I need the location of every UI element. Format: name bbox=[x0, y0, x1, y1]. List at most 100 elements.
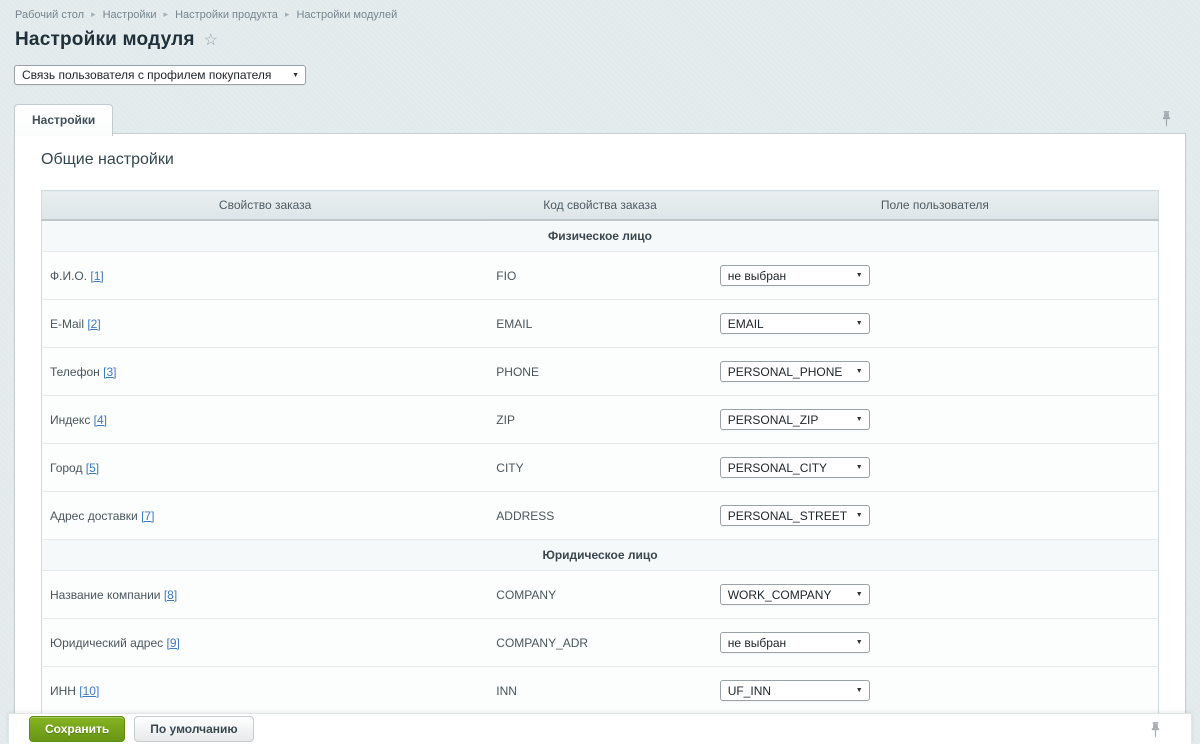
property-id-link[interactable]: [4] bbox=[93, 412, 107, 427]
order-property-label: Ф.И.О. bbox=[50, 268, 91, 283]
property-code-cell: EMAIL bbox=[488, 299, 712, 348]
order-property-label: Юридический адрес bbox=[50, 635, 167, 650]
property-id-link[interactable]: [5] bbox=[85, 460, 100, 475]
settings-table: Свойство заказа Код свойства заказа Поле п… bbox=[41, 190, 1159, 744]
table-row: E-Mail [2] EMAIL EMAIL ▼ bbox=[41, 299, 1159, 348]
order-property-cell: Название компании [8] bbox=[41, 570, 489, 619]
default-button[interactable]: По умолчанию bbox=[134, 716, 254, 742]
table-row: Адрес доставки [7] ADDRESS PERSONAL_STREET… bbox=[41, 491, 1159, 540]
user-field-select-value: не выбран bbox=[727, 635, 787, 650]
section-header-label: Юридическое лицо bbox=[41, 539, 1159, 571]
settings-table-head: Свойство заказа Код свойства заказа Поле п… bbox=[41, 190, 1159, 221]
user-field-select-value: не выбран bbox=[727, 268, 787, 283]
property-id-link[interactable]: [3] bbox=[103, 364, 117, 379]
order-property-cell: Адрес доставки [7] bbox=[41, 491, 489, 540]
breadcrumb-separator-icon: ▸ bbox=[163, 9, 169, 19]
table-row: ИНН [10] INN UF_INN ▼ bbox=[41, 666, 1159, 715]
settings-table-body: Физическое лицо Ф.И.О. [1] FIO не выбран ▼ E-… bbox=[41, 219, 1159, 744]
user-field-cell: не выбран ▼ bbox=[711, 251, 1159, 300]
property-id-link[interactable]: [10] bbox=[79, 683, 100, 698]
column-header: Код свойства заказа bbox=[488, 190, 712, 221]
property-id-link[interactable]: [7] bbox=[141, 508, 155, 523]
section-header-row: Юридическое лицо bbox=[41, 539, 1159, 571]
property-id-link[interactable]: [8] bbox=[163, 587, 178, 602]
favorite-star-icon[interactable]: ☆ bbox=[203, 32, 218, 49]
tab-row: Настройки bbox=[0, 104, 1200, 136]
user-field-cell: PERSONAL_CITY ▼ bbox=[711, 443, 1159, 492]
user-field-cell: EMAIL ▼ bbox=[711, 299, 1159, 348]
chevron-down-icon: ▼ bbox=[855, 320, 863, 327]
breadcrumb-item[interactable]: Рабочий стол bbox=[15, 9, 85, 21]
pin-icon[interactable] bbox=[1161, 111, 1172, 133]
user-field-select-value: PERSONAL_CITY bbox=[727, 460, 828, 475]
property-code-cell: COMPANY bbox=[488, 570, 712, 619]
property-code-cell: INN bbox=[488, 666, 712, 715]
user-field-select[interactable]: WORK_COMPANY ▼ bbox=[719, 584, 870, 605]
user-field-select[interactable]: не выбран ▼ bbox=[719, 632, 870, 653]
property-id-link[interactable]: [9] bbox=[166, 635, 180, 650]
order-property-label: ИНН bbox=[50, 683, 80, 698]
footer-bar: Сохранить По умолчанию bbox=[8, 713, 1192, 744]
table-row: Название компании [8] COMPANY WORK_COMPANY… bbox=[41, 570, 1159, 619]
chevron-down-icon: ▼ bbox=[855, 687, 863, 694]
chevron-down-icon: ▼ bbox=[855, 464, 863, 471]
chevron-down-icon: ▼ bbox=[855, 272, 863, 279]
user-field-cell: WORK_COMPANY ▼ bbox=[711, 570, 1159, 619]
order-property-cell: Ф.И.О. [1] bbox=[41, 251, 489, 300]
property-code-cell: COMPANY_ADR bbox=[488, 618, 712, 667]
panel-heading: Общие настройки bbox=[41, 151, 174, 168]
table-row: Индекс [4] ZIP PERSONAL_ZIP ▼ bbox=[41, 395, 1159, 444]
section-header-label: Физическое лицо bbox=[41, 219, 1159, 252]
breadcrumb: Рабочий стол ▸ Настройки ▸ Настройки продукт… bbox=[0, 0, 1200, 21]
breadcrumb-item[interactable]: Настройки продукта bbox=[175, 9, 278, 21]
user-field-select-value: UF_INN bbox=[727, 683, 772, 698]
property-code-cell: CITY bbox=[488, 443, 712, 492]
property-code-cell: FIO bbox=[488, 251, 712, 300]
user-field-cell: UF_INN ▼ bbox=[711, 666, 1159, 715]
order-property-label: Индекс bbox=[50, 412, 94, 427]
order-property-cell: Город [5] bbox=[41, 443, 489, 492]
user-field-select[interactable]: EMAIL ▼ bbox=[719, 313, 870, 334]
user-field-select[interactable]: PERSONAL_ZIP ▼ bbox=[719, 409, 870, 430]
user-field-select-value: PERSONAL_STREET bbox=[727, 508, 848, 523]
module-select-value: Связь пользователя с профилем покупателя bbox=[22, 68, 272, 82]
order-property-label: E-Mail bbox=[50, 316, 88, 331]
order-property-cell: E-Mail [2] bbox=[41, 299, 489, 348]
user-field-select-value: EMAIL bbox=[727, 316, 764, 331]
user-field-select[interactable]: не выбран ▼ bbox=[719, 265, 870, 286]
table-row: Юридический адрес [9] COMPANY_ADR не выбра… bbox=[41, 618, 1159, 667]
chevron-down-icon: ▼ bbox=[855, 591, 863, 598]
chevron-down-icon: ▼ bbox=[292, 71, 299, 79]
user-field-select[interactable]: PERSONAL_STREET ▼ bbox=[719, 505, 870, 526]
user-field-select[interactable]: PERSONAL_CITY ▼ bbox=[719, 457, 870, 478]
save-button[interactable]: Сохранить bbox=[29, 716, 126, 742]
user-field-select-value: WORK_COMPANY bbox=[727, 587, 832, 602]
pin-icon[interactable] bbox=[1150, 722, 1161, 744]
user-field-select[interactable]: PERSONAL_PHONE ▼ bbox=[719, 361, 870, 382]
order-property-cell: ИНН [10] bbox=[41, 666, 489, 715]
property-id-link[interactable]: [2] bbox=[87, 316, 101, 331]
table-row: Город [5] CITY PERSONAL_CITY ▼ bbox=[41, 443, 1159, 492]
user-field-cell: PERSONAL_ZIP ▼ bbox=[711, 395, 1159, 444]
user-field-cell: не выбран ▼ bbox=[711, 618, 1159, 667]
module-select[interactable]: Связь пользователя с профилем покупателя… bbox=[14, 65, 306, 85]
property-id-link[interactable]: [1] bbox=[90, 268, 104, 283]
user-field-select-value: PERSONAL_ZIP bbox=[727, 412, 819, 427]
user-field-cell: PERSONAL_STREET ▼ bbox=[711, 491, 1159, 540]
order-property-cell: Индекс [4] bbox=[41, 395, 489, 444]
user-field-select[interactable]: UF_INN ▼ bbox=[719, 680, 870, 701]
chevron-down-icon: ▼ bbox=[855, 512, 863, 519]
user-field-cell: PERSONAL_PHONE ▼ bbox=[711, 347, 1159, 396]
property-code-cell: ADDRESS bbox=[488, 491, 712, 540]
settings-panel: Общие настройки Свойство заказа Код свойс… bbox=[14, 133, 1186, 744]
table-row: Телефон [3] PHONE PERSONAL_PHONE ▼ bbox=[41, 347, 1159, 396]
table-row: Ф.И.О. [1] FIO не выбран ▼ bbox=[41, 251, 1159, 300]
breadcrumb-item[interactable]: Настройки модулей bbox=[296, 9, 398, 21]
chevron-down-icon: ▼ bbox=[855, 416, 863, 423]
order-property-label: Адрес доставки bbox=[50, 508, 142, 523]
table-header-row: Свойство заказа Код свойства заказа Поле п… bbox=[41, 190, 1159, 221]
user-field-select-value: PERSONAL_PHONE bbox=[727, 364, 843, 379]
tab-settings[interactable]: Настройки bbox=[14, 104, 114, 136]
breadcrumb-item[interactable]: Настройки bbox=[102, 9, 157, 21]
column-header: Свойство заказа bbox=[41, 190, 489, 221]
